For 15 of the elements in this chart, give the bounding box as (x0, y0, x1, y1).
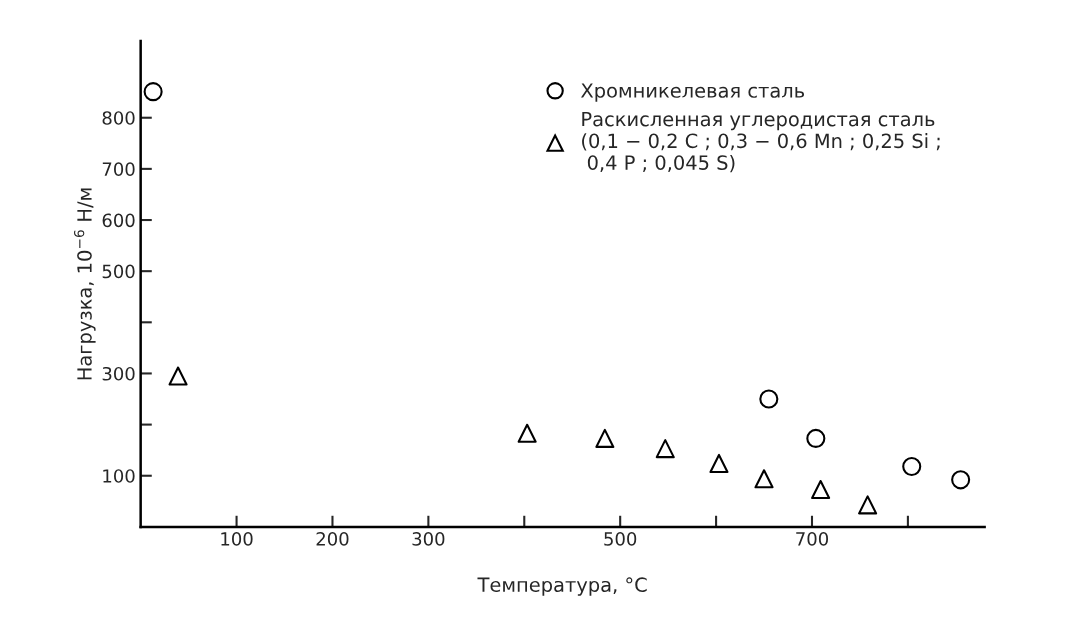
x-axis-title: Температура, °C (477, 577, 647, 596)
y-tick-label: 600 (102, 213, 135, 228)
x-tick-label: 700 (796, 532, 829, 546)
y-tick-label: 300 (102, 366, 135, 381)
x-tick-label: 100 (221, 532, 253, 546)
legend-label: Раскисленная углеродистая сталь (0,1 − 0,2 C ; 0,3 − 0,6 Mn ; 0,25 Si ; 0,4 P ; 0,045 S) (582, 111, 940, 173)
y-axis-title: Нагрузка, 10$^{−6}$ Н/м (74, 188, 96, 380)
y-tick-label: 100 (103, 469, 135, 483)
x-tick-label: 500 (604, 532, 637, 546)
y-tick-label: 500 (102, 264, 135, 279)
legend-label: Хромникелевая сталь (580, 83, 805, 102)
x-tick-label: 300 (412, 532, 445, 546)
x-tick-label: 200 (316, 532, 349, 546)
y-tick-label: 800 (102, 111, 135, 125)
y-tick-label: 700 (102, 162, 135, 176)
